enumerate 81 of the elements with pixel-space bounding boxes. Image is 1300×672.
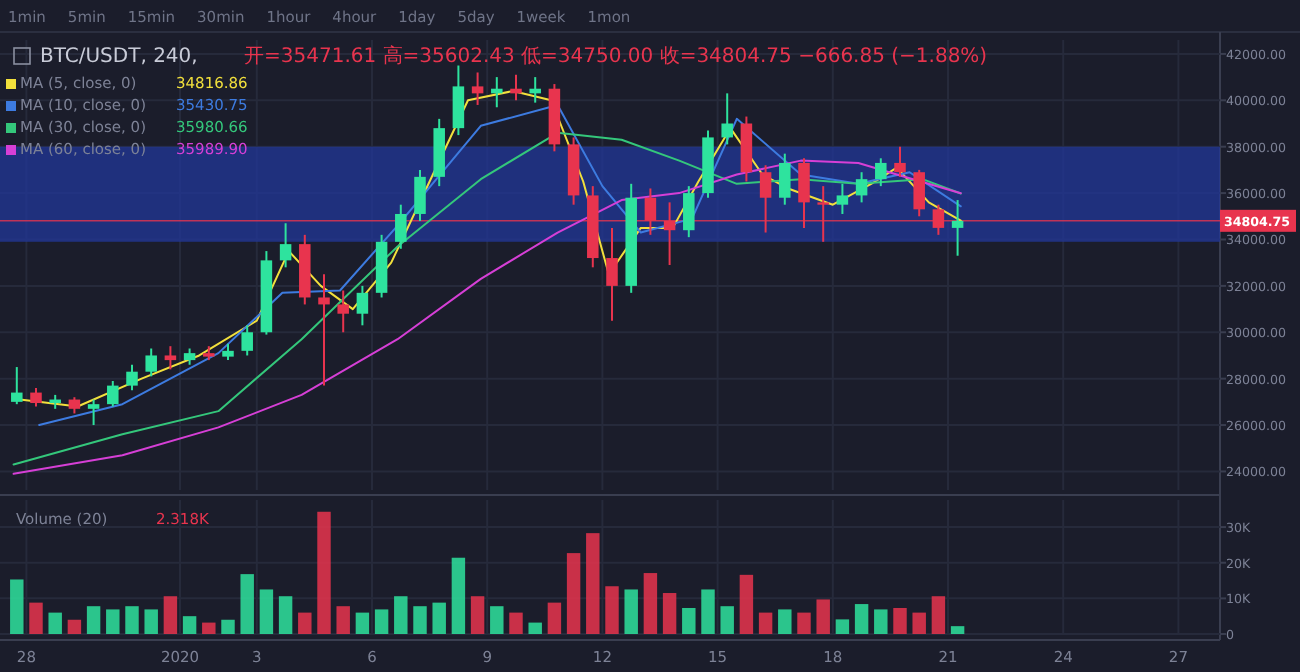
candlestick: [414, 168, 426, 222]
candlestick: [356, 284, 369, 327]
bar: [893, 607, 907, 634]
bar: [797, 612, 811, 634]
candlestick: [471, 71, 484, 106]
bar: [163, 596, 178, 634]
bar: [106, 609, 120, 634]
bar: [854, 604, 869, 634]
bar: [10, 579, 24, 634]
bar: [259, 589, 274, 634]
bar: [432, 602, 446, 634]
bar: [355, 612, 370, 634]
candlestick: [855, 171, 868, 204]
bar: [240, 574, 254, 634]
bar: [413, 606, 427, 634]
candlestick: [836, 182, 849, 215]
bar: [374, 609, 389, 634]
candlestick: [721, 92, 733, 146]
candlestick: [164, 345, 177, 371]
candlestick: [452, 64, 465, 137]
bar: [816, 599, 830, 634]
bar: [317, 511, 331, 634]
candlestick: [395, 203, 407, 250]
bar: [720, 606, 734, 634]
bar: [662, 593, 677, 634]
candlestick: [875, 157, 887, 188]
candlestick: [606, 226, 618, 322]
chart-subtitle: 开=35471.61 高=35602.43 低=34750.00 收=34804.75 −666.85 (−1.88%): [244, 44, 988, 68]
candlestick: [779, 152, 791, 206]
candlestick: [683, 185, 695, 239]
candlestick: [913, 168, 925, 218]
candlestick: [145, 347, 157, 378]
candlestick: [126, 363, 138, 392]
bar: [29, 602, 43, 634]
chart-title: BTC/USDT, 240,: [40, 46, 198, 68]
bar: [451, 557, 466, 634]
bar: [336, 606, 350, 634]
candlestick: [87, 398, 100, 427]
bar: [643, 573, 658, 634]
bar: [509, 612, 523, 634]
bar: [778, 609, 792, 634]
bar: [739, 574, 754, 634]
bar: [125, 606, 139, 634]
bar: [912, 612, 926, 634]
bar: [931, 596, 946, 634]
candlestick: [241, 324, 253, 357]
bar: [394, 596, 408, 634]
bar: [202, 622, 216, 634]
bar: [701, 589, 715, 634]
candlestick: [510, 73, 522, 102]
candlestick: [30, 386, 42, 408]
bar: [182, 616, 197, 634]
bar: [86, 606, 101, 634]
bar: [144, 609, 158, 634]
bar: [605, 586, 619, 634]
bar: [221, 619, 235, 634]
candlestick: [529, 76, 541, 104]
bar: [298, 612, 312, 634]
bar: [874, 609, 888, 634]
bar: [48, 612, 62, 634]
bar: [682, 607, 696, 634]
candlestick: [951, 199, 964, 257]
bar: [278, 596, 293, 634]
bar: [950, 626, 965, 634]
bar: [470, 596, 485, 634]
bar: [566, 553, 581, 634]
bar: [758, 612, 773, 634]
bar: [490, 606, 504, 634]
candlestick: [107, 379, 119, 408]
bar: [586, 533, 600, 634]
candlestick: [337, 289, 349, 334]
candlestick: [894, 145, 906, 178]
bar: [528, 622, 542, 634]
candlestick: [491, 76, 503, 109]
bar: [67, 619, 82, 634]
bar: [547, 602, 562, 634]
candlestick: [11, 366, 23, 406]
bar: [624, 589, 638, 634]
candlestick: [318, 273, 330, 387]
bar: [835, 619, 850, 634]
candlestick: [279, 222, 292, 269]
